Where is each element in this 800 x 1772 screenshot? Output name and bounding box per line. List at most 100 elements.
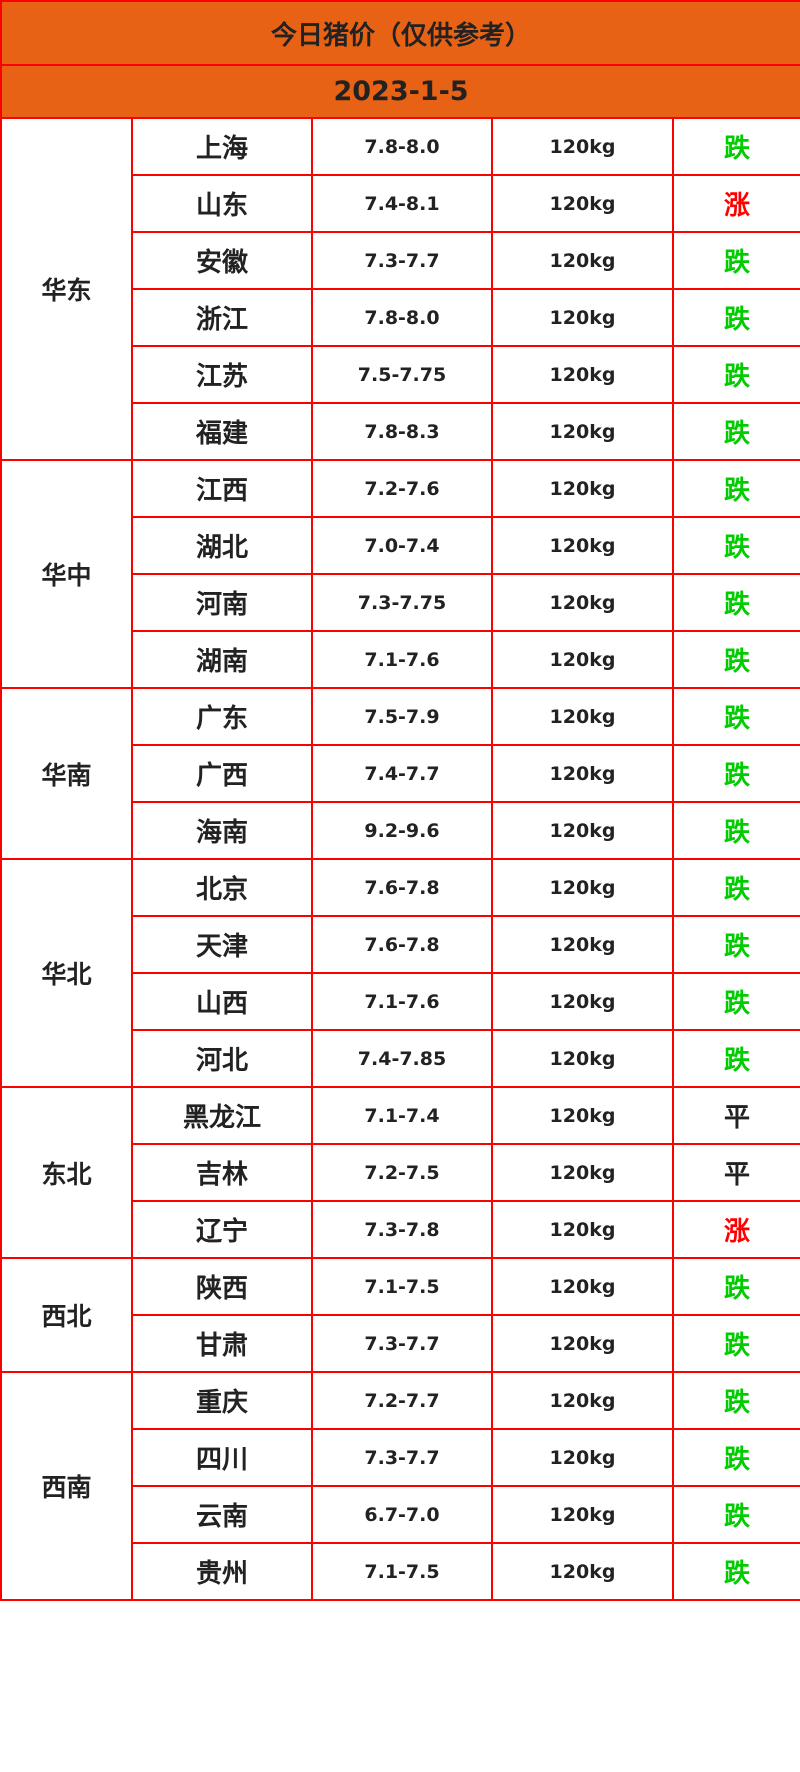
weight-cell: 120kg <box>491 1086 674 1145</box>
trend-cell: 跌 <box>671 972 800 1031</box>
table-row: 海南 9.2-9.6 120kg 跌 <box>1 801 800 860</box>
province-cell: 甘肃 <box>131 1314 313 1373</box>
trend-cell: 平 <box>671 1086 800 1145</box>
table-row: 辽宁 7.3-7.8 120kg 涨 <box>1 1200 800 1259</box>
trend-cell: 跌 <box>671 573 800 632</box>
province-cell: 河北 <box>131 1029 313 1088</box>
weight-cell: 120kg <box>491 573 674 632</box>
province-cell: 湖北 <box>131 516 313 575</box>
province-cell: 河南 <box>131 573 313 632</box>
table-row: 西北 陕西 7.1-7.5 120kg 跌 <box>0 1257 800 1373</box>
region-cell: 华中 <box>0 459 133 689</box>
table-row: 贵州 7.1-7.5 120kg 跌 <box>1 1542 800 1601</box>
weight-cell: 120kg <box>491 288 674 347</box>
table-row: 山西 7.1-7.6 120kg 跌 <box>1 972 800 1031</box>
weight-cell: 120kg <box>491 1485 674 1544</box>
trend-cell: 跌 <box>671 345 800 404</box>
price-cell: 7.3-7.7 <box>311 231 493 290</box>
weight-cell: 120kg <box>491 1428 674 1487</box>
trend-cell: 跌 <box>671 1314 800 1373</box>
trend-cell: 跌 <box>671 801 800 860</box>
weight-cell: 120kg <box>491 231 674 290</box>
province-cell: 辽宁 <box>131 1200 313 1259</box>
price-cell: 7.6-7.8 <box>311 858 493 917</box>
trend-cell: 跌 <box>671 915 800 974</box>
price-cell: 7.8-8.0 <box>311 117 493 176</box>
price-cell: 7.8-8.0 <box>311 288 493 347</box>
price-cell: 7.3-7.7 <box>311 1428 493 1487</box>
table-row: 广西 7.4-7.7 120kg 跌 <box>1 744 800 803</box>
province-cell: 海南 <box>131 801 313 860</box>
price-cell: 7.4-7.85 <box>311 1029 493 1088</box>
trend-cell: 跌 <box>671 1428 800 1487</box>
price-cell: 7.3-7.7 <box>311 1314 493 1373</box>
province-cell: 湖南 <box>131 630 313 689</box>
price-cell: 7.3-7.75 <box>311 573 493 632</box>
region-cell: 华北 <box>0 858 133 1088</box>
trend-cell: 跌 <box>671 1542 800 1601</box>
table-row: 东北 黑龙江 7.1-7.4 120kg 平 <box>0 1086 800 1259</box>
province-cell: 重庆 <box>131 1371 313 1430</box>
table-row: 湖北 7.0-7.4 120kg 跌 <box>1 516 800 575</box>
price-cell: 7.5-7.75 <box>311 345 493 404</box>
trend-cell: 跌 <box>671 687 800 746</box>
table-row: 福建 7.8-8.3 120kg 跌 <box>1 402 800 461</box>
price-cell: 7.1-7.5 <box>311 1542 493 1601</box>
price-cell: 7.1-7.4 <box>311 1086 493 1145</box>
price-cell: 7.4-8.1 <box>311 174 493 233</box>
trend-cell: 跌 <box>671 117 800 176</box>
price-cell: 6.7-7.0 <box>311 1485 493 1544</box>
table-row: 云南 6.7-7.0 120kg 跌 <box>1 1485 800 1544</box>
table-row: 华中 江西 7.2-7.6 120kg 跌 <box>0 459 800 689</box>
price-cell: 7.0-7.4 <box>311 516 493 575</box>
weight-cell: 120kg <box>491 858 674 917</box>
province-cell: 广西 <box>131 744 313 803</box>
table-row: 吉林 7.2-7.5 120kg 平 <box>1 1143 800 1202</box>
trend-cell: 跌 <box>671 858 800 917</box>
weight-cell: 120kg <box>491 972 674 1031</box>
weight-cell: 120kg <box>491 630 674 689</box>
region-cell: 东北 <box>0 1086 133 1259</box>
table-row: 江苏 7.5-7.75 120kg 跌 <box>1 345 800 404</box>
table-title: 今日猪价（仅供参考） <box>0 0 800 66</box>
province-cell: 山东 <box>131 174 313 233</box>
weight-cell: 120kg <box>491 1200 674 1259</box>
weight-cell: 120kg <box>491 459 674 518</box>
table-row: 浙江 7.8-8.0 120kg 跌 <box>1 288 800 347</box>
weight-cell: 120kg <box>491 345 674 404</box>
price-cell: 7.1-7.6 <box>311 972 493 1031</box>
trend-cell: 平 <box>671 1143 800 1202</box>
weight-cell: 120kg <box>491 1029 674 1088</box>
trend-cell: 涨 <box>671 174 800 233</box>
price-cell: 7.1-7.6 <box>311 630 493 689</box>
weight-cell: 120kg <box>491 1371 674 1430</box>
price-cell: 7.1-7.5 <box>311 1257 493 1316</box>
table-row: 河北 7.4-7.85 120kg 跌 <box>1 1029 800 1088</box>
trend-cell: 跌 <box>671 459 800 518</box>
trend-cell: 跌 <box>671 630 800 689</box>
trend-cell: 跌 <box>671 402 800 461</box>
price-cell: 7.2-7.5 <box>311 1143 493 1202</box>
price-cell: 7.4-7.7 <box>311 744 493 803</box>
pig-price-table: 今日猪价（仅供参考） 2023-1-5 华东 上海 7.8-8.0 120kg 跌山东 7… <box>0 0 800 1601</box>
province-cell: 江西 <box>131 459 313 518</box>
province-cell: 浙江 <box>131 288 313 347</box>
weight-cell: 120kg <box>491 1143 674 1202</box>
province-cell: 安徽 <box>131 231 313 290</box>
price-cell: 7.2-7.7 <box>311 1371 493 1430</box>
weight-cell: 120kg <box>491 1314 674 1373</box>
province-cell: 天津 <box>131 915 313 974</box>
region-cell: 华南 <box>0 687 133 860</box>
trend-cell: 跌 <box>671 744 800 803</box>
price-cell: 7.6-7.8 <box>311 915 493 974</box>
trend-cell: 跌 <box>671 1371 800 1430</box>
table-row: 华东 上海 7.8-8.0 120kg 跌 <box>0 117 800 461</box>
weight-cell: 120kg <box>491 915 674 974</box>
trend-cell: 跌 <box>671 1485 800 1544</box>
date-row: 2023-1-5 <box>0 64 800 119</box>
province-cell: 黑龙江 <box>131 1086 313 1145</box>
province-cell: 北京 <box>131 858 313 917</box>
province-cell: 四川 <box>131 1428 313 1487</box>
table-row: 湖南 7.1-7.6 120kg 跌 <box>1 630 800 689</box>
weight-cell: 120kg <box>491 744 674 803</box>
